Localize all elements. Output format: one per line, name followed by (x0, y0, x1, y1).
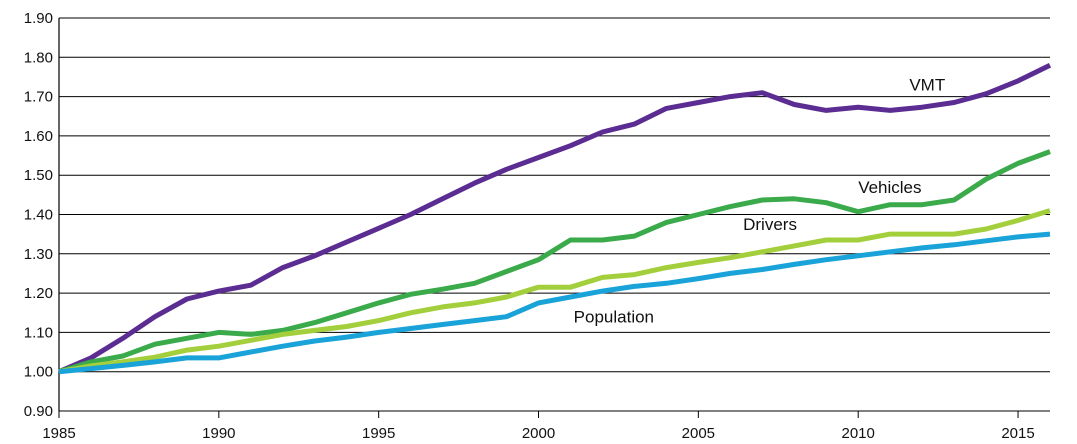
y-tick-label: 0.90 (24, 403, 53, 420)
x-tick-label: 2000 (522, 425, 555, 442)
y-tick-label: 1.00 (24, 364, 53, 381)
y-tick-label: 1.80 (24, 49, 53, 66)
y-tick-label: 1.10 (24, 324, 53, 341)
y-tick-labels: 0.90 1.00 1.10 1.20 1.30 1.40 1.50 1.60 1.70 1.80… (24, 10, 53, 420)
series-lines (58, 62, 1052, 375)
series-line-vehicles (58, 149, 1051, 375)
series-label-vehicles: Vehicles (858, 178, 921, 197)
series-labels: VMT Vehicles Drivers Population (574, 76, 946, 327)
y-tick-label: 1.50 (24, 167, 53, 184)
x-tick-label: 2005 (682, 425, 715, 442)
series-label-population: Population (574, 308, 654, 327)
y-tick-label: 1.30 (24, 246, 53, 263)
gridlines (59, 17, 1050, 412)
series-label-drivers: Drivers (743, 215, 797, 234)
x-tick-label: 1995 (362, 425, 395, 442)
x-tick-label: 2015 (1001, 425, 1034, 442)
y-tick-label: 1.90 (24, 10, 53, 27)
series-line-vmt (58, 62, 1052, 374)
series-line-drivers (58, 208, 1051, 375)
x-tick-labels: 1985 1990 1995 2000 2005 2010 2015 (42, 411, 1035, 442)
x-tick-label: 2010 (842, 425, 875, 442)
y-tick-label: 1.40 (24, 207, 53, 224)
x-tick-label: 1985 (42, 425, 75, 442)
series-line-population (58, 231, 1051, 375)
y-tick-label: 1.20 (24, 285, 53, 302)
y-tick-label: 1.60 (24, 128, 53, 145)
x-tick-label: 1990 (202, 425, 235, 442)
series-label-vmt: VMT (909, 76, 945, 95)
y-tick-label: 1.70 (24, 89, 53, 106)
